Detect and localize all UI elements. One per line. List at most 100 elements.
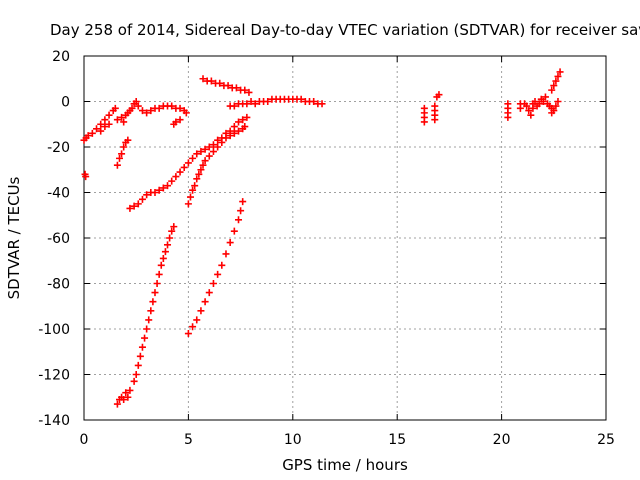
grid <box>84 56 606 420</box>
data-point <box>435 91 443 99</box>
data-point <box>151 289 159 297</box>
data-point <box>245 88 253 96</box>
data-point <box>170 120 178 128</box>
y-tick-label: -40 <box>47 186 70 202</box>
data-point <box>130 377 138 385</box>
data-point <box>113 161 121 169</box>
data-point <box>101 116 109 124</box>
data-point <box>132 98 140 105</box>
data-point <box>130 202 138 210</box>
data-point <box>182 109 190 117</box>
data-point <box>186 193 194 201</box>
data-point <box>531 98 539 105</box>
data-point <box>205 289 213 297</box>
data-point <box>241 123 249 131</box>
data-point <box>201 157 209 165</box>
data-point <box>120 396 128 404</box>
data-point <box>141 334 149 342</box>
data-point <box>264 98 272 105</box>
data-point <box>222 134 230 142</box>
data-point <box>172 173 180 181</box>
data-point <box>197 307 205 315</box>
chart-title: Day 258 of 2014, Sidereal Day-to-day VTE… <box>50 21 640 39</box>
x-tick-label: 15 <box>388 432 406 448</box>
data-point <box>226 132 234 140</box>
data-point <box>124 136 132 144</box>
data-point <box>184 330 192 338</box>
data-point <box>136 352 144 360</box>
data-point <box>205 143 213 151</box>
data-point <box>207 77 215 85</box>
data-point <box>93 125 101 133</box>
data-point <box>138 343 146 351</box>
data-points <box>80 68 564 408</box>
data-point <box>230 227 238 235</box>
y-axis-label: SDTVAR / TECUs <box>5 176 23 299</box>
data-point <box>88 129 96 137</box>
data-point <box>176 104 184 112</box>
data-point <box>82 173 90 181</box>
data-point <box>525 107 533 115</box>
y-tick-label: -20 <box>47 140 70 156</box>
data-point <box>237 207 245 215</box>
data-point <box>168 102 176 110</box>
data-point <box>197 166 205 174</box>
data-point <box>556 68 564 76</box>
data-point <box>247 98 255 105</box>
data-point <box>120 143 128 151</box>
data-point <box>149 298 157 306</box>
data-point <box>118 113 126 121</box>
data-point <box>241 86 249 94</box>
data-point <box>239 116 247 124</box>
data-point <box>128 104 136 112</box>
data-point <box>164 241 172 249</box>
data-point <box>552 77 560 85</box>
data-point <box>157 261 165 269</box>
data-point <box>159 184 167 192</box>
data-point <box>243 100 251 108</box>
data-point <box>143 325 151 333</box>
data-point <box>168 227 176 235</box>
data-point <box>122 389 130 397</box>
data-point <box>118 150 126 158</box>
data-point <box>235 216 243 224</box>
data-point <box>170 223 178 231</box>
data-point <box>199 75 207 83</box>
data-point <box>191 182 199 190</box>
data-point <box>504 113 512 121</box>
data-point <box>218 261 226 269</box>
data-point <box>523 102 531 110</box>
data-point <box>82 134 90 142</box>
data-point <box>113 400 121 408</box>
data-point <box>209 148 217 156</box>
data-point <box>143 109 151 117</box>
data-point <box>193 316 201 324</box>
data-point <box>230 102 238 110</box>
data-point <box>147 107 155 115</box>
data-point <box>134 361 142 369</box>
data-point <box>230 123 238 131</box>
data-point <box>161 248 169 256</box>
data-point <box>176 168 184 176</box>
data-point <box>214 143 222 151</box>
x-axis-label: GPS time / hours <box>282 456 408 474</box>
data-point <box>554 98 562 105</box>
data-point <box>420 118 428 126</box>
data-point <box>168 177 176 185</box>
data-point <box>209 141 217 149</box>
data-point <box>180 163 188 171</box>
data-point <box>205 152 213 160</box>
data-point <box>199 161 207 169</box>
data-point <box>126 204 134 212</box>
x-tick-label: 20 <box>493 432 511 448</box>
data-point <box>431 116 439 124</box>
data-point <box>143 191 151 199</box>
data-point <box>541 93 549 101</box>
data-point <box>527 111 535 119</box>
data-point <box>138 107 146 115</box>
y-tick-label: -60 <box>47 231 70 247</box>
x-tick-label: 25 <box>597 432 615 448</box>
data-point <box>126 386 134 394</box>
data-point <box>138 195 146 203</box>
